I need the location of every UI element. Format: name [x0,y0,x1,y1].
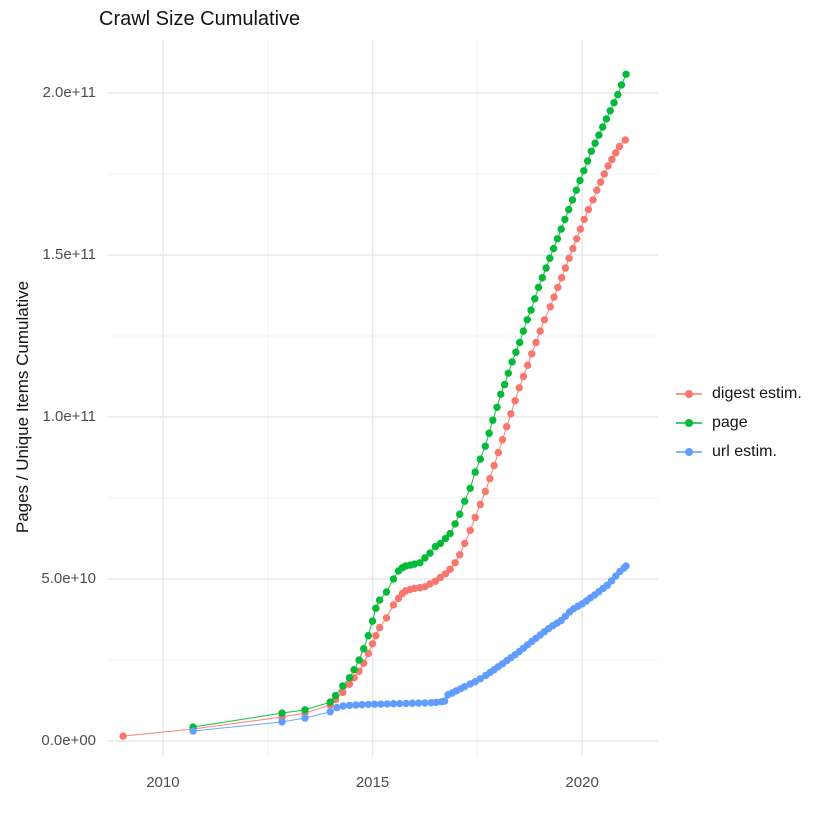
legend-item-page: page [676,408,802,437]
legend-label-digest-estim: digest estim. [712,384,802,402]
legend-item-digest-estim: digest estim. [676,379,802,408]
legend-key-url-icon [676,447,702,456]
x-tick-label: 2020 [565,774,599,791]
series-page [189,70,630,731]
x-tick-label: 2015 [355,774,390,791]
legend-label-url-estim: url estim. [712,442,777,460]
legend-label-page: page [712,413,748,431]
major-gridlines [108,40,658,757]
y-tick-label: 1.0e+11 [42,408,96,425]
y-tick-label: 0.0e+00 [41,731,96,749]
y-tick-label: 2.0e+11 [42,84,96,101]
series-url-estim [189,562,630,735]
series-digest-estim [119,136,629,740]
legend: digest estim. page url estim. [676,379,802,466]
y-tick-label: 5.0e+10 [41,569,96,587]
legend-key-page-icon [676,418,702,427]
legend-item-url-estim: url estim. [676,437,802,466]
y-axis-title: Pages / Unique Items Cumulative [13,280,32,534]
y-tick-label: 1.5e+11 [42,246,96,263]
x-tick-label: 2010 [146,774,180,791]
chart-title: Crawl Size Cumulative [99,8,301,30]
minor-gridlines [108,40,658,757]
legend-key-digest-icon [676,389,702,398]
